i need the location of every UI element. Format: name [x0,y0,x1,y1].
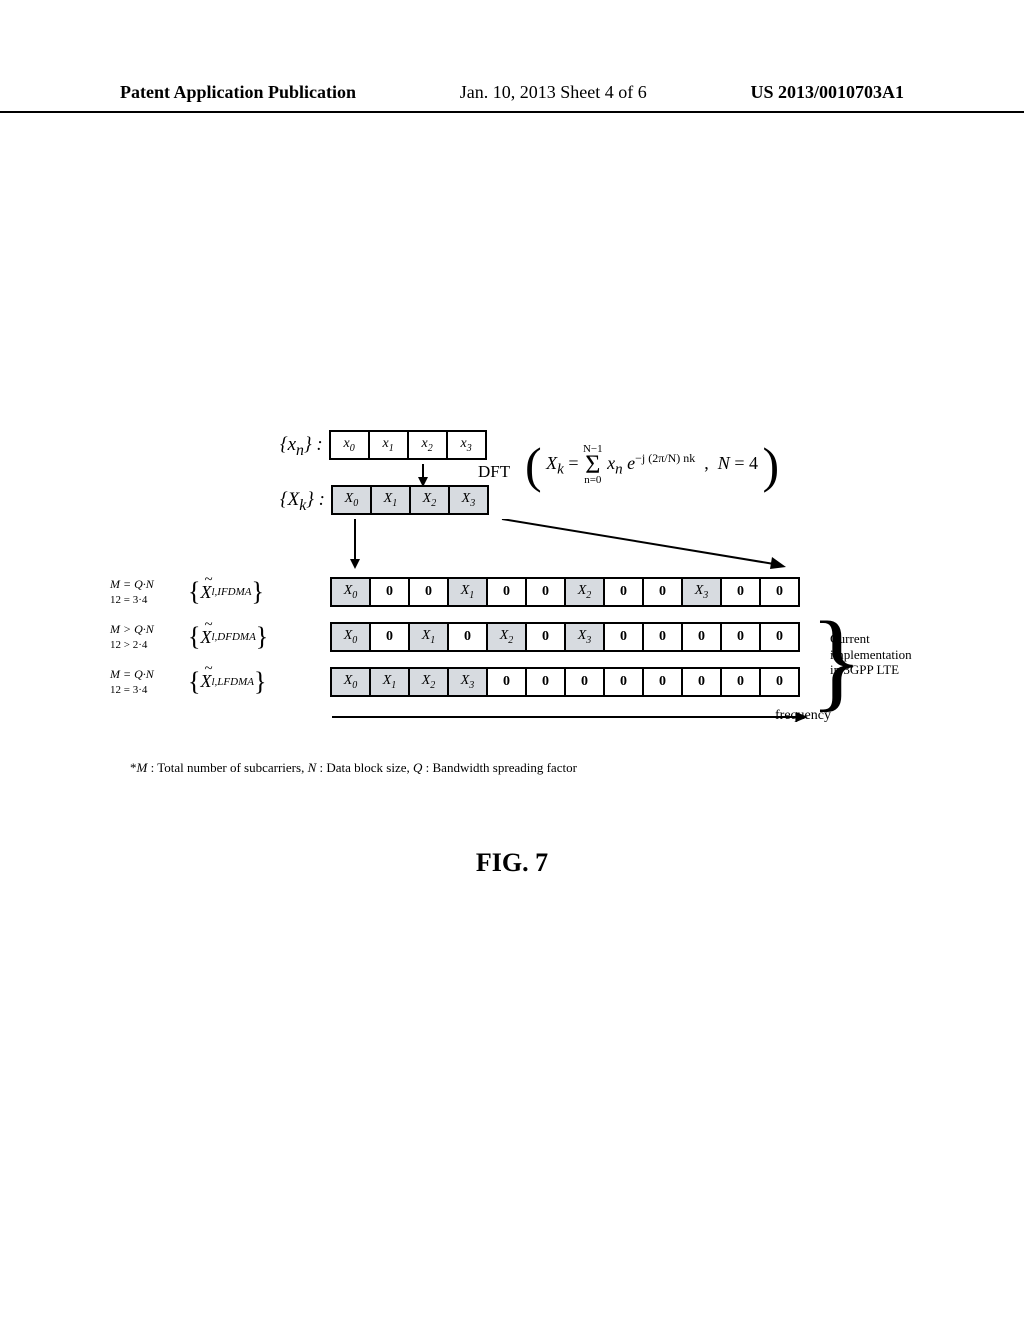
zero-cell: 0 [369,622,410,652]
zero-cell: x3 [446,430,487,460]
mapping-row: M > Q·N12 > 2·4{Xl,DFDMA}X00X10X20X30000… [110,622,915,653]
data-cell: X3 [564,622,605,652]
data-cell: X1 [408,622,449,652]
data-cell: X2 [564,577,605,607]
zero-cell: x2 [407,430,448,460]
zero-cell: 0 [681,622,722,652]
data-cell: X1 [370,485,411,515]
header-mid: Jan. 10, 2013 Sheet 4 of 6 [460,82,647,103]
zero-cell: 0 [759,577,800,607]
zero-cell: 0 [603,577,644,607]
data-cell: X2 [409,485,450,515]
data-cell: X1 [447,577,488,607]
zero-cell: 0 [564,667,605,697]
zero-cell: 0 [447,622,488,652]
page: Patent Application Publication Jan. 10, … [0,0,1024,1320]
zero-cell: 0 [408,577,449,607]
xn-cells: x0x1x2x3 [329,430,487,460]
zero-cell: 0 [603,622,644,652]
zero-cell: 0 [486,667,527,697]
zero-cell: 0 [720,577,761,607]
zero-cell: 0 [486,577,527,607]
data-cell: X0 [330,667,371,697]
figure-area: {xn} : x0x1x2x3 {Xk} : X0X1X2X3 DFT ( Xk… [110,430,915,733]
zero-cell: 0 [720,667,761,697]
annotation-text: Current implementation in 3GPP LTE [830,631,912,678]
header-left: Patent Application Publication [120,82,356,103]
xk-cells: X0X1X2X3 [331,485,489,515]
condition-label: M = Q·N12 = 3·4 [110,577,188,608]
zero-cell: 0 [759,622,800,652]
data-cell: X0 [330,622,371,652]
zero-cell: 0 [603,667,644,697]
page-header: Patent Application Publication Jan. 10, … [0,82,1024,113]
set-label: {Xl,LFDMA} [188,667,280,697]
zero-cell: 0 [720,622,761,652]
mapping-arrows-svg [110,519,915,577]
data-cell: X3 [448,485,489,515]
data-cell: X2 [486,622,527,652]
condition-label: M = Q·N12 = 3·4 [110,667,188,698]
xk-label: {Xk} : [280,489,325,515]
figure-title: FIG. 7 [0,848,1024,878]
zero-cell: x0 [329,430,370,460]
zero-cell: 0 [759,667,800,697]
frequency-label: frequency [775,708,831,724]
zero-cell: 0 [642,577,683,607]
footnote: *M : Total number of subcarriers, N : Da… [130,760,577,776]
data-cell: X0 [330,577,371,607]
zero-cell: 0 [525,577,566,607]
zero-cell: 0 [369,577,410,607]
zero-cell: 0 [681,667,722,697]
set-label: {Xl,IFDMA} [188,577,280,607]
data-cell: X3 [681,577,722,607]
xn-label: {xn} : [280,434,323,460]
frequency-axis-svg [280,709,1024,733]
zero-cell: 0 [525,667,566,697]
mapping-row: M = Q·N12 = 3·4{Xl,IFDMA}X000X100X200X30… [110,577,915,608]
data-cell: X0 [331,485,372,515]
data-cell: X1 [369,667,410,697]
zero-cell: x1 [368,430,409,460]
condition-label: M > Q·N12 > 2·4 [110,622,188,653]
zero-cell: 0 [525,622,566,652]
header-right: US 2013/0010703A1 [750,82,904,103]
data-cell: X3 [447,667,488,697]
zero-cell: 0 [642,667,683,697]
zero-cell: 0 [642,622,683,652]
dft-formula: ( Xk = N−1 Σ n=0 xn e−j (2π/N) nk , N = … [525,436,905,494]
mapping-rows: M = Q·N12 = 3·4{Xl,IFDMA}X000X100X200X30… [110,577,915,697]
data-cell: X2 [408,667,449,697]
dft-label: DFT [478,462,510,482]
mapping-row: M = Q·N12 = 3·4{Xl,LFDMA}X0X1X2X30000000… [110,667,915,698]
set-label: {Xl,DFDMA} [188,622,280,652]
